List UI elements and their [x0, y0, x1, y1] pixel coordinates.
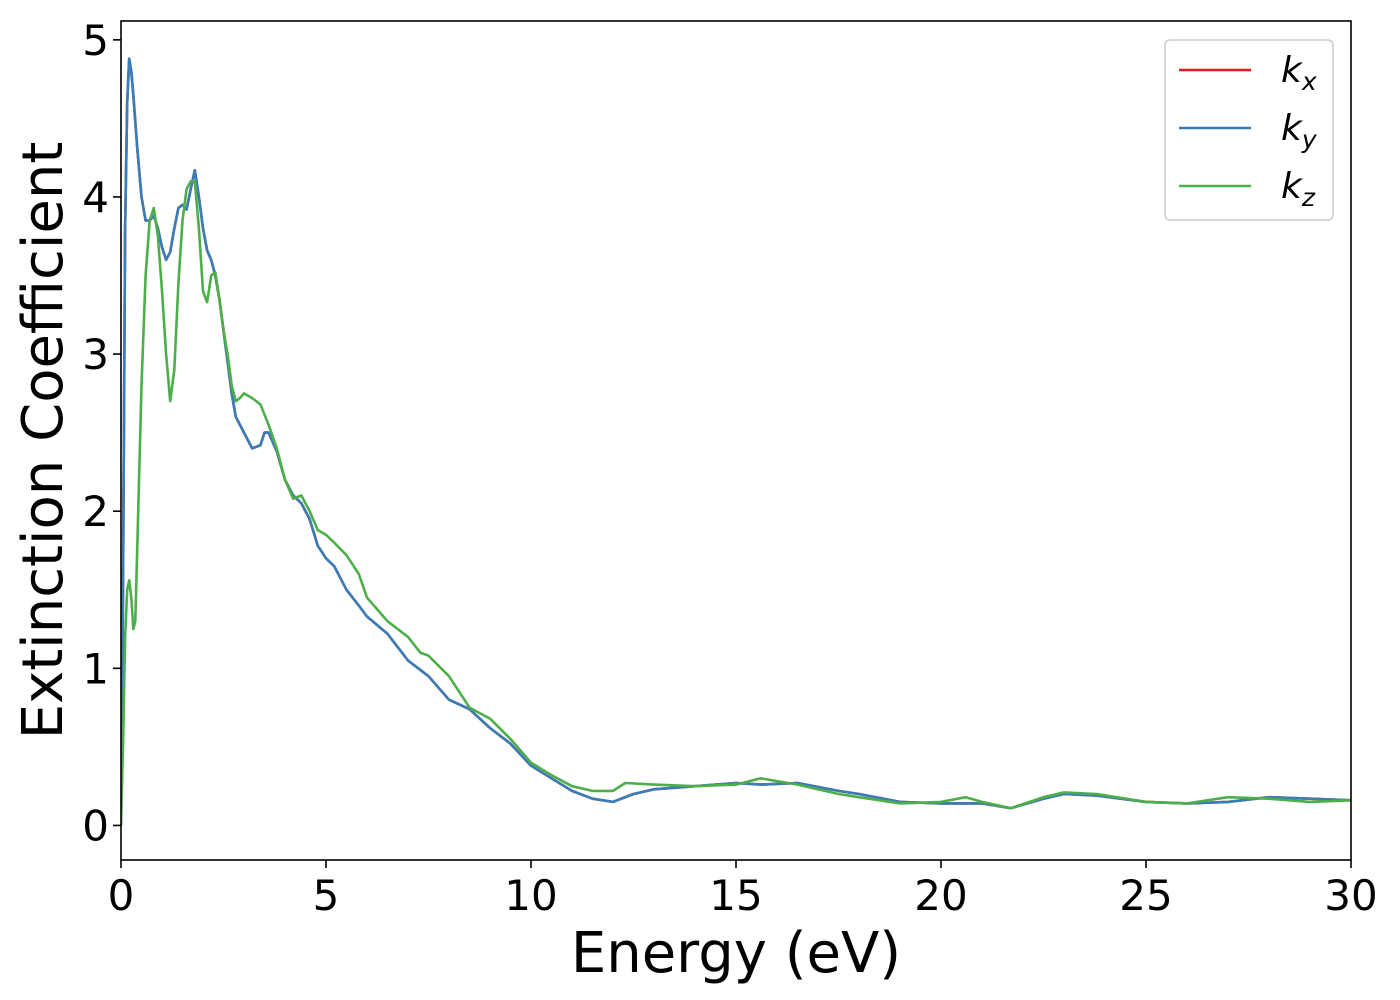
- series-layer: [121, 57, 1351, 826]
- x-tick-label: 25: [1119, 871, 1172, 920]
- x-tick-label: 5: [313, 871, 340, 920]
- legend-box: [1164, 39, 1334, 221]
- y-tick-label: 1: [82, 644, 109, 693]
- y-axis-label: Extinction Coefficient: [11, 142, 76, 740]
- x-axis-ticks: 0 5 10 15 20 25 30: [108, 860, 1378, 920]
- series-line-ky: [121, 57, 1351, 826]
- x-tick-label: 0: [108, 871, 135, 920]
- y-tick-label: 5: [82, 16, 109, 65]
- y-axis-ticks: 0 1 2 3 4 5: [82, 16, 121, 850]
- x-tick-label: 30: [1324, 871, 1377, 920]
- x-tick-label: 20: [914, 871, 967, 920]
- y-tick-label: 4: [82, 173, 109, 222]
- y-tick-label: 0: [82, 801, 109, 850]
- x-axis-label: Energy (eV): [571, 921, 901, 986]
- series-line-kz: [121, 180, 1351, 826]
- y-tick-label: 2: [82, 487, 109, 536]
- y-tick-label: 3: [82, 330, 109, 379]
- x-tick-label: 10: [504, 871, 557, 920]
- x-tick-label: 15: [709, 871, 762, 920]
